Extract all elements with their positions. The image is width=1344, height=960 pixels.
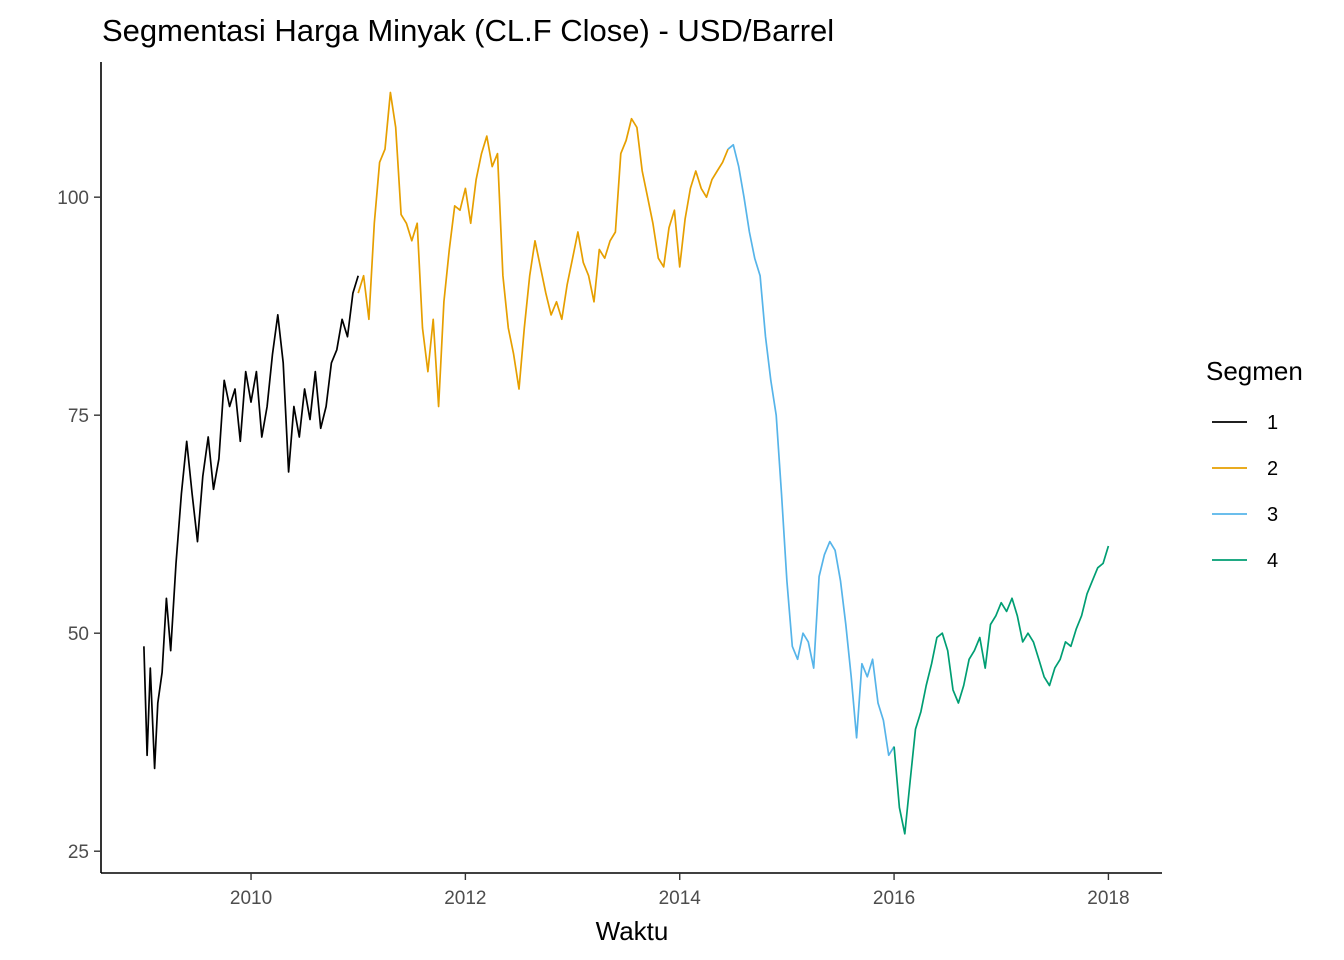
legend-title: Segmen: [1206, 356, 1303, 386]
legend-label-1: 1: [1267, 412, 1278, 434]
x-tick-label: 2012: [444, 888, 486, 909]
y-tick-label: 75: [68, 406, 89, 427]
legend-label-3: 3: [1267, 504, 1278, 526]
chart-title: Segmentasi Harga Minyak (CL.F Close) - U…: [102, 13, 834, 48]
x-axis-ticks: 2010 2012 2014 2016 2018: [230, 873, 1130, 909]
plot-area: 2010 2012 2014 2016 2018 25 50 75 100: [57, 62, 1162, 909]
legend: Segmen 1 2 3 4: [1206, 356, 1303, 572]
y-tick-label: 25: [68, 842, 89, 863]
x-tick-label: 2018: [1087, 888, 1129, 909]
x-tick-label: 2010: [230, 888, 272, 909]
series-line-3: [727, 143, 895, 757]
legend-label-2: 2: [1267, 458, 1278, 480]
y-tick-label: 50: [68, 624, 89, 645]
series-line-2: [357, 91, 729, 408]
x-tick-label: 2014: [659, 888, 702, 909]
series-line-1: [143, 275, 360, 770]
y-axis-ticks: 25 50 75 100: [57, 188, 101, 863]
legend-label-4: 4: [1267, 550, 1278, 572]
x-axis-title: Waktu: [596, 916, 669, 946]
series-layer: [143, 91, 1110, 835]
x-tick-label: 2016: [873, 888, 915, 909]
y-tick-label: 100: [57, 188, 89, 209]
series-line-4: [893, 545, 1110, 835]
